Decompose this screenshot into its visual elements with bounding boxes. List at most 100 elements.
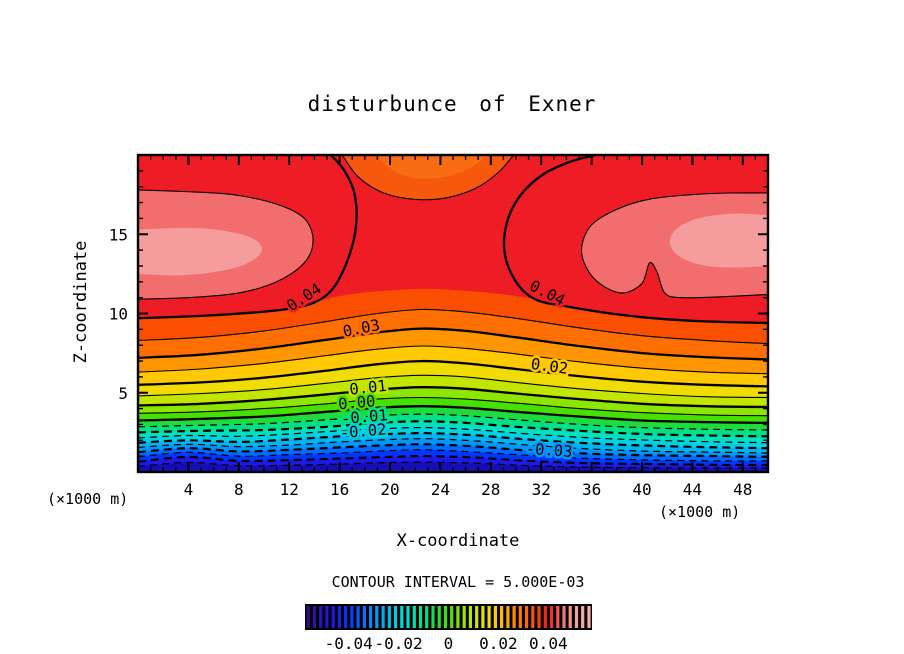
colorbar-stripe [468,606,472,628]
contour-0.02 [138,359,768,388]
top-pocket-inner-fill [374,155,489,179]
top-pocket-outer-line [341,155,514,201]
high-core-right-fill [669,213,768,268]
colorbar-stripe [312,606,316,628]
colorbar-stripe [543,606,547,628]
colorbar-stripe [437,606,441,628]
z-tick-label-10: 10 [109,305,128,324]
colorbar-stripe [537,606,541,628]
colorbar-stripe [306,606,310,628]
contour--0.04 [138,454,768,467]
colorbar-stripe [387,606,391,628]
colorbar-stripe [500,606,504,628]
colorbar-stripe [325,606,329,628]
contour-0.015 [138,374,768,399]
contour-0.025 [138,345,768,375]
z-axis-label: Z-coordinate [71,240,91,364]
contour--0.02 [138,432,768,450]
colorbar-stripe [581,606,585,628]
colorbar-stripe [487,606,491,628]
contour--0.015 [138,426,768,444]
colorbar-label--0.04: -0.04 [325,634,373,653]
contour-0.04-0 [138,155,358,320]
colorbar-stripe [362,606,366,628]
colorbar-stripe [549,606,554,628]
colorbar-stripe [556,606,560,628]
contour-0 [138,405,768,425]
contour-label-0.01: 0.01 [349,377,388,399]
colorbar-stripe [431,606,435,628]
contour-0.03 [138,327,768,361]
colorbar-stripe [356,606,360,628]
colorbar-stripe [531,606,535,628]
colorbar-stripe [475,606,479,628]
colorbar-stripe [400,606,404,628]
colorbar-stripe [331,606,335,628]
contour-0.035 [138,308,768,345]
colorbar-label-0.04: 0.04 [529,634,568,653]
plot-frame [136,153,770,474]
contour--0.01 [138,420,768,438]
colorbar-stripe [518,606,522,628]
colorbar-stripe [344,606,348,628]
colorbar-stripe [493,606,497,628]
colorbar-label-0.02: 0.02 [479,634,518,653]
x-tick-label-32: 32 [532,480,551,499]
x-tick-label-36: 36 [582,480,601,499]
contour--0.005 [138,413,768,431]
contour-label--0.01: -0.01 [340,406,388,428]
x-axis-unit-left: (×1000 m) [47,490,129,508]
colorbar-stripe [350,606,354,628]
x-tick-label-48: 48 [733,480,752,499]
x-tick-label-24: 24 [431,480,450,499]
contour-label--0.03: -0.03 [525,440,573,461]
colorbar-stripe [574,606,579,628]
colorbar-stripe [568,606,572,628]
x-tick-label-28: 28 [481,480,500,499]
z-tick-label-15: 15 [109,225,128,244]
contour--0.03 [138,443,768,458]
colorbar-stripe [412,606,416,628]
colorbar-stripe [319,606,323,628]
colorbar-stripe [393,606,398,628]
colorbar-stripe [456,606,460,628]
high-core-left-fill [138,227,262,276]
colorbar-stripe [381,606,385,628]
contour--0.025 [138,438,768,454]
x-tick-label-4: 4 [184,480,194,499]
contour-0.01 [138,386,768,409]
colorbar-stripe [462,606,466,628]
x-tick-label-8: 8 [234,480,244,499]
colorbar-stripe [443,606,448,628]
colorbar-stripe [512,606,516,628]
colorbar-label--0.02: -0.02 [375,634,423,653]
colorbar-stripe [369,606,373,628]
colorbar-stripe [506,606,510,628]
colorbar-stripe [450,606,454,628]
colorbar-stripe [481,606,485,628]
colorbar-bar [305,604,592,630]
z-tick-label-5: 5 [118,384,128,403]
colorbar-stripe [425,606,429,628]
high-blob-left-line [138,189,314,300]
contour-interval-label: CONTOUR INTERVAL = 5.000E-03 [331,573,585,591]
colorbar-stripe [562,606,566,628]
contour-0.005 [138,396,768,417]
x-tick-label-44: 44 [683,480,702,499]
x-axis-unit-right: (×1000 m) [659,503,741,521]
colorbar-stripe [337,606,341,628]
colorbar-label-0: 0 [444,634,454,653]
colorbar: -0.04 -0.02 0 0.02 0.04 [305,604,592,653]
chart-title: disturbunce of Exner [307,92,597,116]
x-tick-label-12: 12 [280,480,299,499]
x-tick-label-20: 20 [380,480,399,499]
x-tick-label-40: 40 [632,480,651,499]
colorbar-stripe [406,606,410,628]
x-tick-label-16: 16 [330,480,349,499]
contour-0.04-1 [502,155,768,325]
colorbar-stripe [375,606,379,628]
colorbar-stripe [525,606,529,628]
high-blob-right-line [580,192,768,299]
